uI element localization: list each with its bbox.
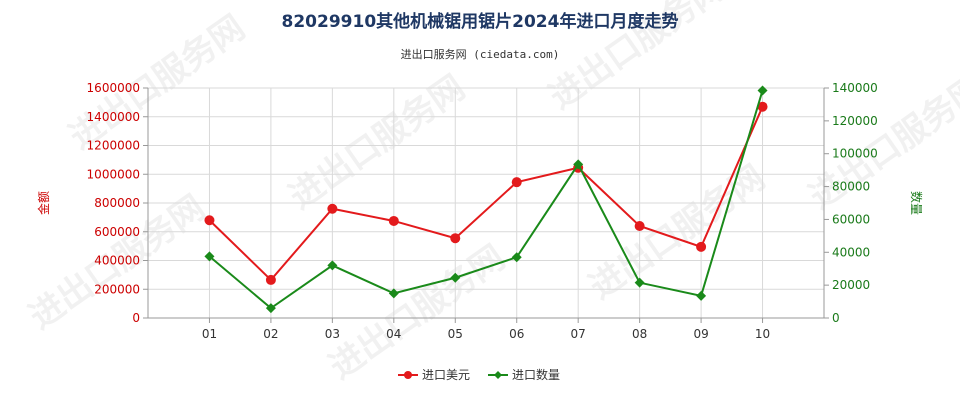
data-point	[634, 277, 645, 288]
left-tick-label: 1200000	[87, 139, 140, 153]
series-quantity	[204, 85, 768, 314]
watermark-text: 进出口服务网	[582, 158, 772, 308]
right-tick-label: 140000	[832, 81, 878, 95]
series-usd	[204, 101, 768, 285]
legend-marker	[404, 371, 412, 379]
data-point	[388, 215, 399, 226]
right-tick-label: 100000	[832, 147, 878, 161]
data-point	[265, 303, 276, 314]
watermark-text: 进出口服务网	[282, 68, 472, 218]
chart-subtitle: 进出口服务网 (ciedata.com)	[401, 47, 560, 61]
x-tick-label: 09	[693, 327, 708, 341]
data-point	[573, 159, 584, 170]
left-tick-label: 200000	[94, 282, 140, 296]
data-point	[327, 203, 338, 214]
x-tick-label: 10	[755, 327, 770, 341]
series-line	[208, 106, 764, 282]
right-axis-title: 数量	[909, 191, 924, 215]
x-tick-label: 03	[325, 327, 340, 341]
right-tick-label: 0	[832, 311, 840, 325]
x-tick-label: 06	[509, 327, 524, 341]
data-point	[757, 85, 768, 96]
x-tick-label: 04	[386, 327, 401, 341]
data-point	[327, 260, 338, 271]
left-tick-label: 0	[132, 311, 140, 325]
legend-marker	[494, 371, 502, 379]
x-tick-label: 08	[632, 327, 647, 341]
x-tick-label: 02	[263, 327, 278, 341]
right-tick-label: 120000	[832, 114, 878, 128]
data-point	[696, 241, 707, 252]
left-axis-title: 金额	[36, 191, 51, 215]
right-tick-label: 80000	[832, 180, 870, 194]
left-axis-ticks: 0 200000 400000 600000 800000 1000000 1200000 1…	[87, 81, 148, 325]
right-tick-label: 20000	[832, 278, 870, 292]
data-point	[265, 274, 276, 285]
x-tick-label: 01	[202, 327, 217, 341]
left-tick-label: 1600000	[87, 81, 140, 95]
data-point	[511, 177, 522, 188]
data-point	[204, 251, 215, 262]
data-point	[634, 221, 645, 231]
data-point	[757, 101, 768, 112]
data-point	[388, 288, 399, 299]
data-point	[511, 252, 522, 263]
legend-item: 进口数量	[488, 367, 560, 382]
x-tick-label: 07	[571, 327, 586, 341]
left-tick-label: 1000000	[87, 167, 140, 181]
data-point	[450, 233, 461, 244]
left-tick-label: 400000	[94, 254, 140, 268]
data-point	[450, 272, 461, 283]
legend-item: 进口美元	[398, 368, 470, 382]
left-tick-label: 1400000	[87, 110, 140, 124]
chart-title: 82029910其他机械锯用锯片2024年进口月度走势	[282, 11, 679, 32]
data-point	[204, 215, 215, 226]
watermark-text: 进出口服务网	[802, 68, 960, 218]
legend-label: 进口数量	[512, 367, 560, 382]
data-point	[696, 290, 707, 301]
right-axis-ticks: 0 20000 40000 60000 80000 100000 120000 140000	[824, 81, 878, 325]
legend-label: 进口美元	[422, 368, 470, 382]
left-tick-label: 800000	[94, 196, 140, 210]
series-line	[208, 90, 764, 310]
left-tick-label: 600000	[94, 225, 140, 239]
right-tick-label: 60000	[832, 212, 870, 226]
series-layer	[204, 85, 768, 314]
right-tick-label: 40000	[832, 245, 870, 259]
x-tick-label: 05	[448, 327, 463, 341]
legend: 进口美元 进口数量	[398, 367, 560, 382]
x-axis-ticks: 01 02 03 04 05 06 07 08 09 10	[202, 318, 770, 341]
